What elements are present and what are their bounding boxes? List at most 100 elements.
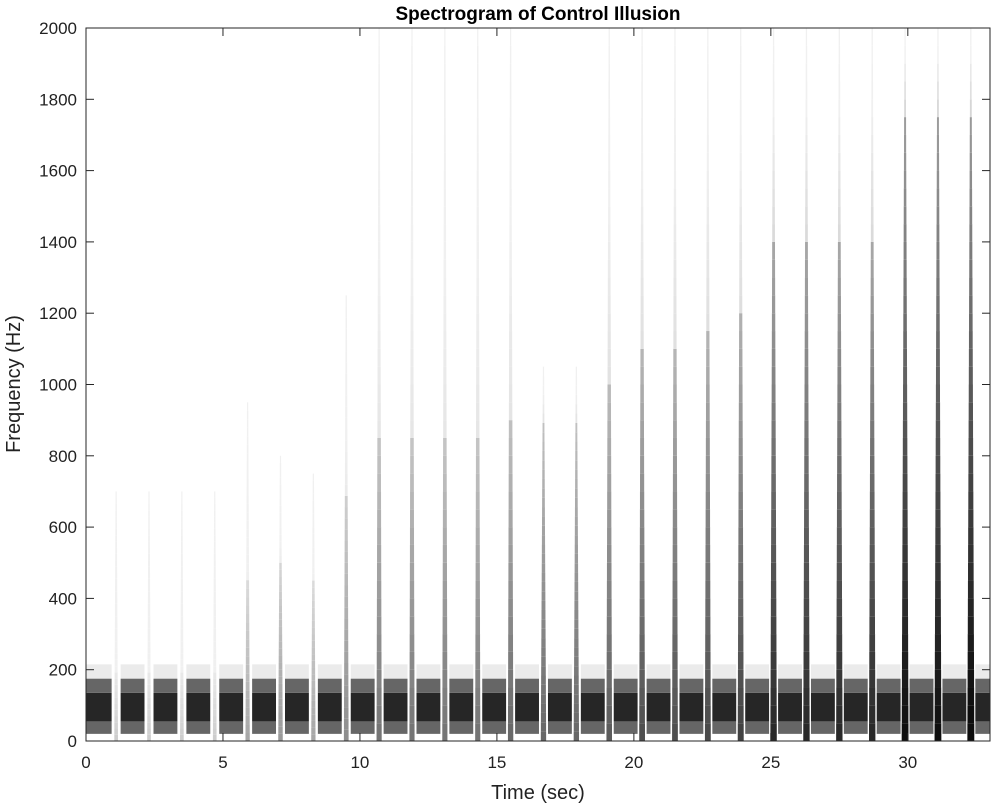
onset-segment <box>805 81 808 100</box>
onset-segment <box>901 669 909 688</box>
onset-segment <box>672 723 678 741</box>
onset-segment <box>409 651 415 670</box>
onset-segment <box>148 528 150 536</box>
onset-segment <box>312 553 315 561</box>
onset-segment <box>443 259 447 278</box>
onset-segment <box>508 544 513 563</box>
onset-segment <box>870 384 875 403</box>
onset-segment <box>574 600 579 610</box>
onset-segment <box>278 669 283 677</box>
onset-segment <box>740 28 742 46</box>
onset-segment <box>377 331 381 349</box>
onset-segment <box>969 224 973 242</box>
onset-streak <box>604 28 614 741</box>
onset-segment <box>608 117 611 135</box>
onset-segment <box>640 188 644 207</box>
onset-segment <box>443 224 447 242</box>
onset-segment <box>640 437 645 456</box>
onset-segment <box>641 170 644 189</box>
onset-segment <box>508 366 513 385</box>
onset-segment <box>377 366 381 385</box>
onset-segment <box>345 328 347 340</box>
onset-segment <box>737 687 744 706</box>
onset-segment <box>739 331 743 349</box>
onset-segment <box>574 525 578 536</box>
onset-segment <box>343 707 349 719</box>
onset-segment <box>770 616 777 635</box>
onset-segment <box>705 402 710 421</box>
onset-segment <box>213 578 216 586</box>
onset-segment <box>804 402 809 421</box>
onset-segment <box>738 491 743 510</box>
onset-segment <box>575 469 578 479</box>
onset-segment <box>871 99 874 118</box>
onset-segment <box>606 580 612 599</box>
onset-segment <box>739 134 742 153</box>
onset-segment <box>180 578 183 586</box>
onset-segment <box>476 224 479 242</box>
onset-segment <box>213 716 217 723</box>
onset-segment <box>475 491 480 510</box>
onset-segment <box>508 527 513 545</box>
onset-segment <box>641 99 643 118</box>
onset-segment <box>805 63 808 82</box>
onset-streak <box>670 28 680 741</box>
onset-segment <box>213 672 217 679</box>
onset-segment <box>574 516 578 526</box>
onset-segment <box>245 707 250 716</box>
y-tick-label: 1800 <box>39 90 77 109</box>
onset-segment <box>870 188 874 207</box>
onset-segment <box>937 81 939 100</box>
onset-segment <box>641 117 644 135</box>
onset-segment <box>672 598 678 617</box>
y-axis-label: Frequency (Hz) <box>3 315 25 453</box>
onset-segment <box>640 241 644 260</box>
onset-segment <box>443 117 446 135</box>
onset-segment <box>772 99 775 118</box>
onset-segment <box>772 28 775 46</box>
onset-segment <box>573 684 579 695</box>
onset-segment <box>805 241 808 260</box>
onset-segment <box>673 384 677 403</box>
onset-segment <box>738 348 743 367</box>
onset-segment <box>278 648 283 656</box>
onset-segment <box>641 63 643 82</box>
onset-segment <box>147 578 151 586</box>
onset-segment <box>738 634 744 652</box>
onset-segment <box>574 647 579 657</box>
onset-segment <box>180 709 184 717</box>
onset-segment <box>180 634 184 642</box>
onset-segment <box>902 562 908 581</box>
onset-segment <box>180 666 184 673</box>
onset-segment <box>115 572 118 579</box>
onset-segment <box>803 705 810 724</box>
onset-segment <box>115 503 117 511</box>
onset-segment <box>902 491 908 510</box>
onset-segment <box>180 716 184 723</box>
onset-segment <box>181 528 183 536</box>
onset-segment <box>246 588 250 598</box>
onset-segment <box>574 572 579 582</box>
onset-segment <box>411 99 413 118</box>
onset-segment <box>475 473 480 492</box>
onset-segment <box>674 45 676 64</box>
onset-segment <box>836 580 843 599</box>
onset-segment <box>673 348 677 367</box>
onset-segment <box>442 705 448 724</box>
onset-segment <box>181 497 183 504</box>
onset-segment <box>181 491 183 498</box>
onset-segment <box>772 45 775 64</box>
onset-segment <box>902 580 908 599</box>
onset-segment <box>967 634 974 652</box>
onset-segment <box>968 420 974 438</box>
onset-segment <box>640 348 644 367</box>
onset-segment <box>903 348 907 367</box>
onset-segment <box>607 384 611 403</box>
onset-segment <box>903 331 907 349</box>
onset-segment <box>507 705 514 724</box>
onset-segment <box>902 473 908 492</box>
onset-segment <box>279 505 282 513</box>
onset-segment <box>147 734 151 741</box>
onset-segment <box>443 170 446 189</box>
